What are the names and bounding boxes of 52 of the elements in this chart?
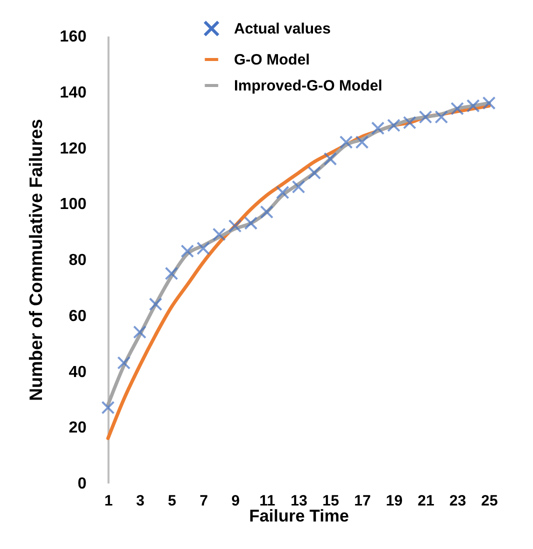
x-tick-label: 17 <box>354 492 371 510</box>
point <box>418 110 432 124</box>
x-tick-label: 19 <box>386 492 403 510</box>
legend-label: Improved-G-O Model <box>234 78 382 94</box>
point <box>212 228 226 242</box>
point <box>324 152 337 166</box>
y-tick-label: 160 <box>60 28 87 46</box>
point <box>180 244 194 258</box>
x-tick-label: 25 <box>481 492 498 510</box>
x-axis-title: Failure Time <box>249 506 349 526</box>
y-tick-label: 120 <box>60 140 87 158</box>
y-tick-label: 40 <box>68 364 87 381</box>
point <box>228 219 242 233</box>
x-tick-label: 21 <box>418 492 434 510</box>
point <box>339 135 353 149</box>
point <box>387 118 400 132</box>
x-tick-label: 1 <box>104 492 113 510</box>
point <box>276 186 290 200</box>
y-tick-label: 20 <box>68 420 87 437</box>
point <box>164 266 178 280</box>
point <box>308 166 322 180</box>
point <box>148 298 162 311</box>
x-tick-label: 13 <box>290 492 308 510</box>
point <box>101 400 115 414</box>
x-tick-label: 5 <box>168 492 176 510</box>
x-tick-label: 9 <box>231 492 240 510</box>
x-tick-label: 11 <box>259 492 276 510</box>
point <box>466 99 480 113</box>
y-tick-label: 0 <box>78 476 87 492</box>
legend-label: Actual values <box>234 20 331 38</box>
x-tick-label: 23 <box>449 492 466 510</box>
point <box>434 110 448 124</box>
x-tick-label: 3 <box>136 492 144 510</box>
point <box>482 96 496 110</box>
x-tick-label: 7 <box>200 492 208 510</box>
point <box>244 216 258 230</box>
y-tick-label: 140 <box>60 84 87 102</box>
y-tick-label: 60 <box>68 308 87 325</box>
y-tick-label: 80 <box>68 252 87 269</box>
point <box>450 102 464 116</box>
point <box>260 205 274 219</box>
point <box>292 180 306 194</box>
y-tick-label: 100 <box>60 196 87 214</box>
point <box>355 135 369 149</box>
legend-label: G-O Model <box>234 52 310 68</box>
y-axis-title: Number of Commulative Failures <box>26 118 46 402</box>
point <box>133 325 146 339</box>
point <box>196 242 210 256</box>
point <box>117 356 131 370</box>
point <box>402 116 416 130</box>
point <box>371 121 385 135</box>
x-tick-label: 15 <box>322 492 340 510</box>
